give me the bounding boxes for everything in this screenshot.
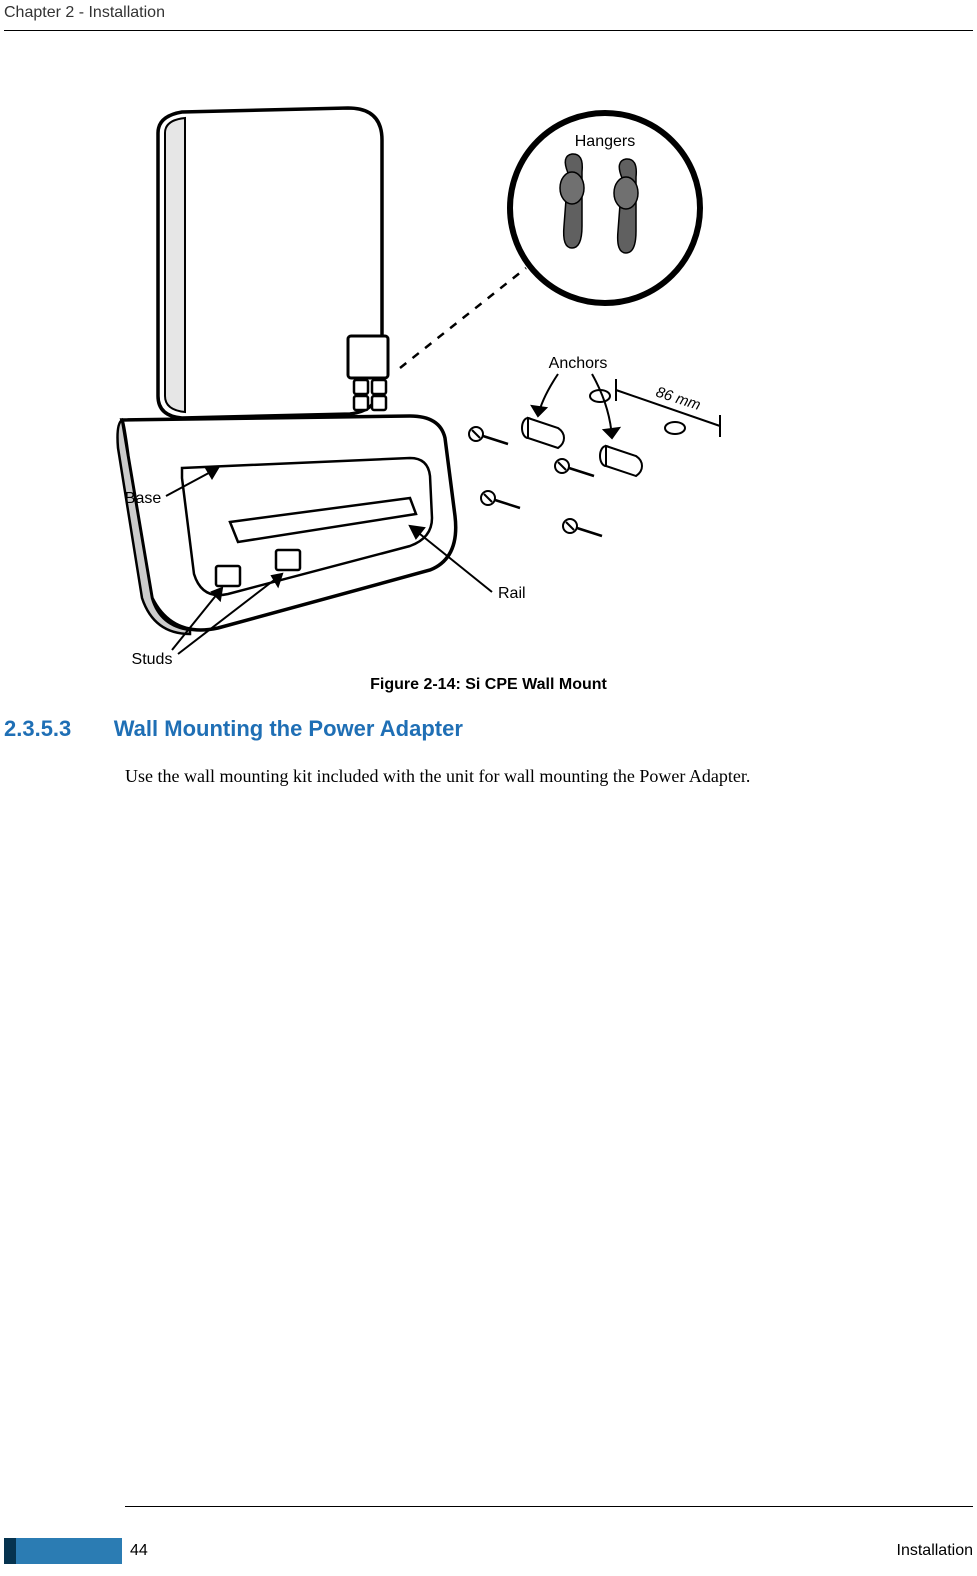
label-anchors: Anchors — [549, 355, 608, 372]
figure-caption: Figure 2-14: Si CPE Wall Mount — [0, 676, 977, 694]
page-header: Chapter 2 - Installation — [4, 4, 973, 22]
label-dimension: 86 mm — [654, 384, 703, 414]
label-hangers: Hangers — [575, 133, 635, 150]
body-paragraph: Use the wall mounting kit included with … — [125, 762, 927, 792]
label-rail: Rail — [498, 585, 526, 602]
label-studs: Studs — [132, 651, 173, 668]
chapter-title: Chapter 2 - Installation — [4, 4, 165, 21]
section-heading: 2.3.5.3 Wall Mounting the Power Adapter — [4, 716, 927, 742]
section-number: 2.3.5.3 — [4, 716, 71, 742]
figure-diagram: Hangers Anchors — [110, 98, 730, 672]
label-base: Base — [125, 490, 162, 507]
footer-block-dark — [4, 1538, 16, 1564]
footer-block-light — [16, 1538, 122, 1564]
footer-rule — [125, 1506, 973, 1507]
page-number: 44 — [130, 1542, 148, 1560]
section-title: Wall Mounting the Power Adapter — [114, 716, 463, 742]
page-footer: 44 Installation — [0, 1506, 977, 1566]
footer-right-text: Installation — [897, 1542, 974, 1560]
header-rule — [4, 30, 973, 31]
